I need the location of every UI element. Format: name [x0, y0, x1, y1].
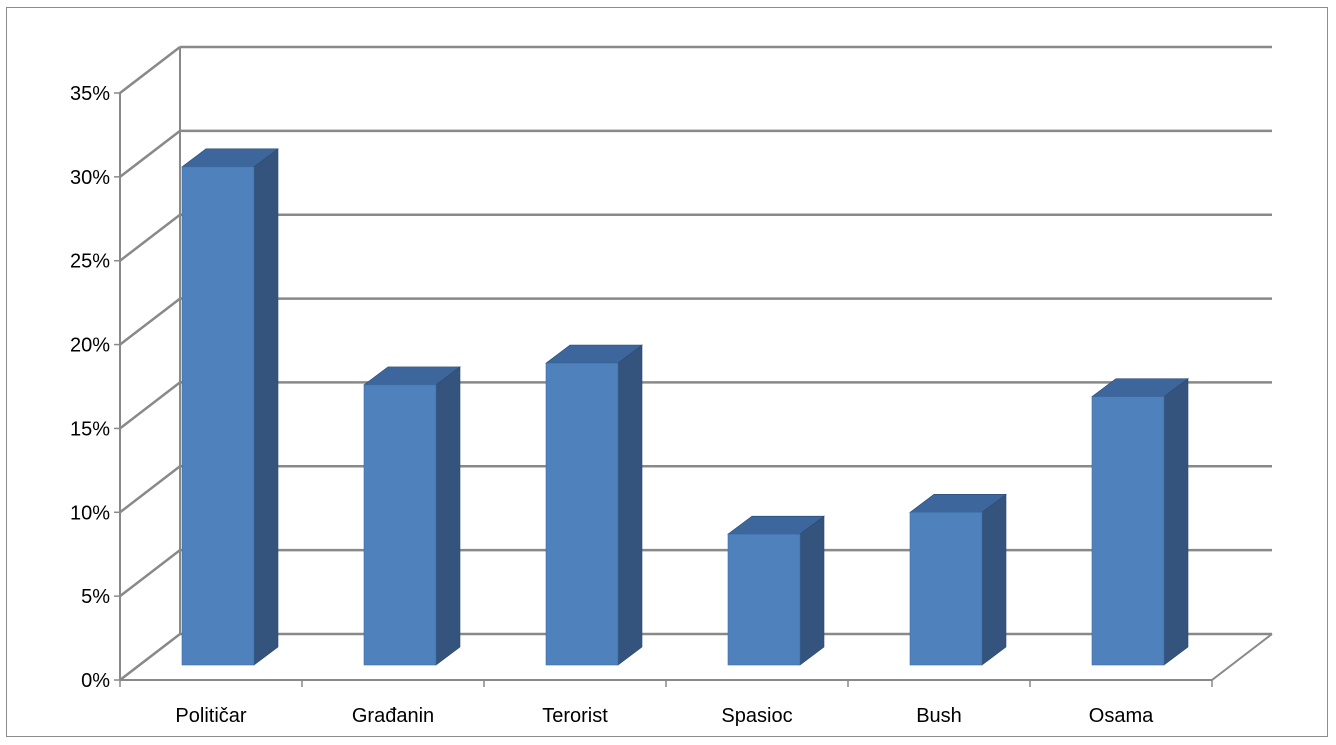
x-tick-label: Osama: [1089, 705, 1154, 727]
floor-edge: [1211, 633, 1273, 681]
y-tick-label: 0%: [81, 670, 110, 692]
bar-side: [799, 515, 825, 666]
labels: 0% 5% 10% 15% 20% 25% 30% 35% Političar Građanin T…: [70, 83, 1154, 727]
bar-Spasioc: [727, 515, 825, 666]
bar-Bush: [909, 493, 1007, 666]
x-tick-label: Bush: [916, 705, 962, 727]
bar-Političar: [181, 148, 279, 666]
bar: [727, 533, 801, 666]
bar-side: [981, 493, 1007, 666]
gridlines: [114, 45, 1272, 681]
x-tick-label: Političar: [175, 705, 246, 727]
axes: [119, 93, 1273, 687]
y-tick-label: 30%: [70, 167, 110, 189]
y-tick-label: 35%: [70, 83, 110, 105]
gridline-wall: [119, 633, 181, 681]
gridline-wall: [119, 297, 181, 346]
bar: [545, 362, 619, 666]
gridline-wall: [119, 213, 181, 262]
bar-side: [617, 344, 643, 666]
bar-side: [253, 148, 279, 666]
gridline-wall: [119, 465, 181, 514]
x-tick-label: Spasioc: [721, 705, 792, 727]
bar: [1091, 396, 1165, 666]
y-tick-label: 20%: [70, 335, 110, 357]
gridline-wall: [119, 381, 181, 430]
bar-side: [435, 366, 461, 666]
y-tick-label: 15%: [70, 418, 110, 440]
gridline-wall: [119, 129, 181, 178]
bar: [181, 166, 255, 666]
bars: [181, 148, 1189, 666]
gridline-wall: [119, 46, 181, 94]
bar-Osama: [1091, 378, 1189, 666]
bar-side: [1163, 378, 1189, 666]
gridline-wall: [119, 549, 181, 598]
x-tick-label: Građanin: [352, 705, 434, 727]
bar-Građanin: [363, 366, 461, 666]
bar-Terorist: [545, 344, 643, 666]
bar: [909, 512, 983, 666]
y-tick-label: 10%: [70, 502, 110, 524]
y-tick-label: 25%: [70, 251, 110, 273]
y-tick-label: 5%: [81, 586, 110, 608]
x-tick-label: Terorist: [542, 705, 608, 727]
bar: [363, 384, 437, 666]
